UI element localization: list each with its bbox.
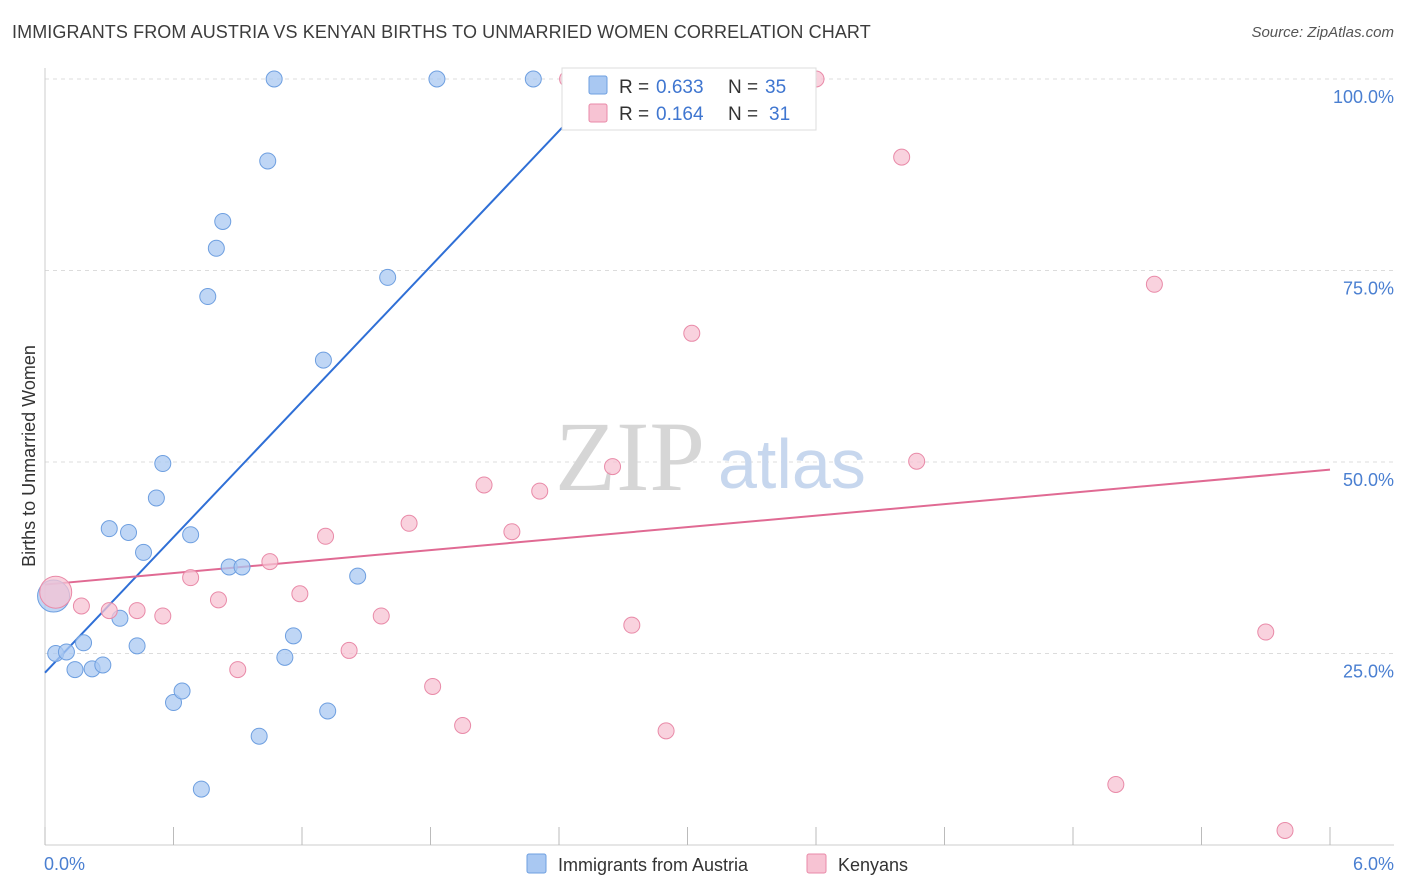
point-austria-14 <box>165 694 182 712</box>
legend-swatch-pink <box>588 103 608 123</box>
legend-n-label-1: N = <box>728 77 758 98</box>
chart-title: IMMIGRANTS FROM AUSTRIA VS KENYAN BIRTHS… <box>12 22 871 42</box>
point-kenyans-18 <box>531 482 549 500</box>
point-austria-28 <box>314 351 332 369</box>
point-austria-10 <box>128 637 146 655</box>
trend-line-austria <box>44 78 609 674</box>
point-austria-12 <box>147 489 165 507</box>
point-kenyans-14 <box>424 677 442 695</box>
point-austria-20 <box>214 212 232 230</box>
point-austria-24 <box>259 152 277 170</box>
point-austria-2 <box>57 643 75 661</box>
point-austria-26 <box>276 648 294 666</box>
y-tick-labels: 100.0% 75.0% 50.0% 25.0% <box>1333 87 1394 682</box>
point-austria-31 <box>379 268 397 286</box>
x-tick-label-1: 6.0% <box>1353 854 1394 874</box>
point-kenyans-7 <box>229 661 247 679</box>
point-kenyans-22 <box>657 722 675 740</box>
point-kenyans-23 <box>683 324 701 342</box>
point-kenyans-26 <box>908 452 926 470</box>
legend-r-value-2: 0.164 <box>656 104 704 125</box>
point-kenyans-17 <box>503 523 521 541</box>
point-austria-17 <box>192 780 210 798</box>
point-austria-23 <box>250 727 268 745</box>
bottom-legend: Immigrants from Austria Kenyans <box>526 853 908 875</box>
point-kenyans-0 <box>39 575 73 609</box>
point-kenyans-29 <box>1257 623 1275 641</box>
point-kenyans-2 <box>100 602 118 620</box>
legend-r-label-1: R = <box>619 77 649 98</box>
point-austria-4 <box>75 634 93 652</box>
data-points <box>37 70 1294 839</box>
y-tick-label-3: 25.0% <box>1343 662 1394 682</box>
point-kenyans-25 <box>893 148 911 166</box>
y-tick-label-2: 50.0% <box>1343 470 1394 490</box>
point-kenyans-9 <box>291 585 309 603</box>
watermark-zip: ZIP <box>555 401 705 512</box>
y-tick-label-1: 75.0% <box>1343 279 1394 299</box>
bottom-legend-label-kenyans: Kenyans <box>838 855 908 875</box>
point-austria-7 <box>100 520 118 538</box>
point-kenyans-3 <box>128 602 146 620</box>
trend-line-kenyans <box>44 468 1331 586</box>
point-austria-25 <box>265 70 283 88</box>
point-kenyans-30 <box>1276 821 1294 839</box>
x-tick-label-0: 0.0% <box>44 854 85 874</box>
point-kenyans-4 <box>154 607 172 625</box>
point-austria-27 <box>284 627 302 645</box>
point-austria-13 <box>154 455 172 473</box>
point-austria-16 <box>182 526 200 544</box>
point-austria-11 <box>135 543 153 561</box>
y-axis-title: Births to Unmarried Women <box>19 345 39 567</box>
point-austria-3 <box>66 661 84 679</box>
point-kenyans-20 <box>604 458 622 476</box>
point-kenyans-6 <box>209 591 227 609</box>
point-kenyans-1 <box>72 597 90 615</box>
bottom-legend-label-austria: Immigrants from Austria <box>558 855 749 875</box>
point-kenyans-5 <box>182 569 200 587</box>
y-tick-label-0: 100.0% <box>1333 87 1394 107</box>
point-kenyans-12 <box>372 607 390 625</box>
point-austria-22 <box>233 558 251 576</box>
point-austria-32 <box>428 70 446 88</box>
point-austria-18 <box>199 288 217 306</box>
point-kenyans-21 <box>623 616 641 634</box>
legend-r-label-2: R = <box>619 104 649 125</box>
legend-r-value-1: 0.633 <box>656 77 704 98</box>
point-kenyans-15 <box>454 717 472 735</box>
point-austria-19 <box>207 239 225 257</box>
bottom-legend-swatch-kenyans <box>806 853 827 874</box>
stats-legend: R = 0.633 N = 35 R = 0.164 N = 31 <box>561 67 817 131</box>
x-tick-labels: 0.0% 6.0% <box>44 854 1394 874</box>
point-kenyans-28 <box>1145 275 1163 293</box>
point-kenyans-11 <box>340 641 358 659</box>
point-kenyans-8 <box>261 553 279 571</box>
trend-lines <box>44 78 1331 674</box>
point-austria-33 <box>524 70 542 88</box>
point-kenyans-13 <box>400 514 418 532</box>
point-kenyans-27 <box>1107 775 1125 793</box>
legend-n-label-2: N = <box>728 104 758 125</box>
bottom-legend-swatch-austria <box>526 853 547 874</box>
point-kenyans-16 <box>475 476 493 494</box>
point-austria-6 <box>94 656 112 674</box>
source-label: Source: ZipAtlas.com <box>1251 24 1394 41</box>
point-austria-29 <box>319 702 337 720</box>
point-austria-15 <box>173 682 191 700</box>
legend-swatch-blue <box>588 75 608 95</box>
legend-n-value-2: 31 <box>769 104 790 125</box>
point-kenyans-10 <box>317 527 335 545</box>
point-austria-9 <box>120 523 138 541</box>
axes <box>44 68 1394 846</box>
watermark-atlas: atlas <box>718 425 866 503</box>
point-austria-30 <box>349 567 367 585</box>
legend-n-value-1: 35 <box>765 77 786 98</box>
